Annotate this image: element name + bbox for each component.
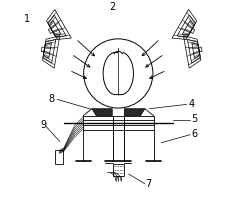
Polygon shape [124, 109, 144, 116]
Text: 5: 5 [191, 114, 197, 124]
Text: 4: 4 [187, 99, 194, 109]
Text: 6: 6 [191, 129, 197, 139]
Text: 9: 9 [40, 120, 46, 130]
Text: 8: 8 [49, 94, 55, 104]
Text: 2: 2 [109, 2, 115, 12]
Polygon shape [91, 109, 112, 116]
Text: 1: 1 [24, 14, 30, 24]
Text: 7: 7 [144, 179, 151, 189]
